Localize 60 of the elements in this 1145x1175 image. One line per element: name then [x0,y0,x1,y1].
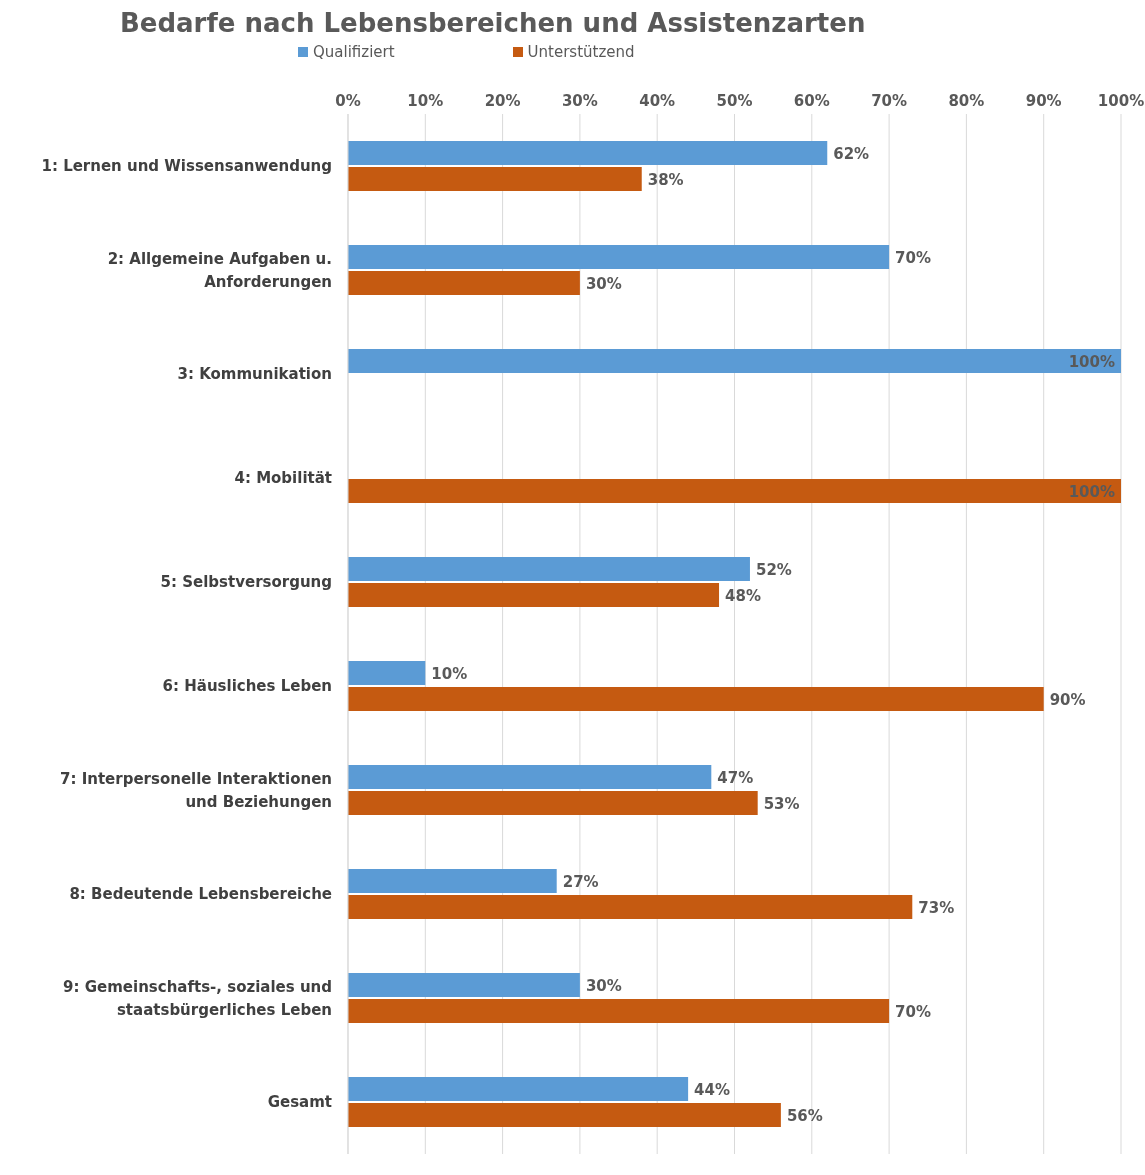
y-tick-label: 8: Bedeutende Lebensbereiche [69,885,332,903]
legend-label: Unterstützend [526,42,635,63]
data-label: 30% [585,977,622,995]
chart-title: Bedarfe nach Lebensbereichen und Assistenzarten [120,8,867,40]
data-label: 30% [585,275,622,293]
data-label: 70% [895,249,932,267]
bar [348,167,642,191]
x-tick-label: 40% [639,92,676,110]
bar [348,765,712,789]
bar [348,583,720,607]
data-label: 56% [786,1107,823,1125]
x-tick-label: 60% [793,92,830,110]
x-tick-label: 20% [484,92,521,110]
data-label: 100% [1068,353,1115,371]
y-tick-label: 6: Häusliches Leben [162,677,332,695]
bar [348,791,758,815]
y-tick-label: 3: Kommunikation [177,365,332,383]
legend-label: Qualifiziert [312,42,395,63]
data-label: 90% [1049,691,1086,709]
x-tick-label: 80% [948,92,985,110]
bar [348,557,750,581]
data-label: 70% [895,1003,932,1021]
data-label: 47% [717,769,754,787]
x-tick-label: 10% [407,92,444,110]
bar [348,1103,781,1127]
bar [348,479,1121,503]
bar [348,141,828,165]
data-label: 44% [694,1081,731,1099]
data-label: 73% [918,899,955,917]
y-tick-label: 5: Selbstversorgung [160,573,332,591]
data-label: 10% [431,665,468,683]
x-tick-label: 0% [335,92,361,110]
bar [348,973,580,997]
y-tick-label: 2: Allgemeine Aufgaben u. Anforderungen [107,249,332,291]
bar [348,895,913,919]
data-label: 62% [833,145,870,163]
bar [348,999,890,1023]
bar [348,687,1044,711]
data-label: 53% [763,795,800,813]
bar [348,271,580,295]
x-tick-label: 100% [1097,92,1145,110]
data-label: 100% [1068,483,1115,501]
x-tick-label: 50% [716,92,753,110]
bar [348,245,890,269]
bar [348,661,426,685]
x-tick-label: 70% [871,92,908,110]
y-tick-label: 7: Interpersonelle Interaktionen und Beziehungen [60,769,332,811]
data-label: 52% [755,561,792,579]
x-tick-label: 90% [1025,92,1062,110]
data-label: 38% [647,171,684,189]
y-tick-label: 1: Lernen und Wissensanwendung [41,157,332,175]
bar [348,349,1121,373]
data-label: 27% [562,873,599,891]
x-tick-label: 30% [561,92,598,110]
y-tick-label: 9: Gemeinschafts-, soziales und staatsbürgerliches Leben [63,977,332,1019]
data-label: 48% [725,587,761,605]
y-tick-label: 4: Mobilität [234,469,332,487]
y-tick-label: Gesamt [267,1093,332,1111]
bar [348,869,557,893]
bar [348,1077,689,1101]
